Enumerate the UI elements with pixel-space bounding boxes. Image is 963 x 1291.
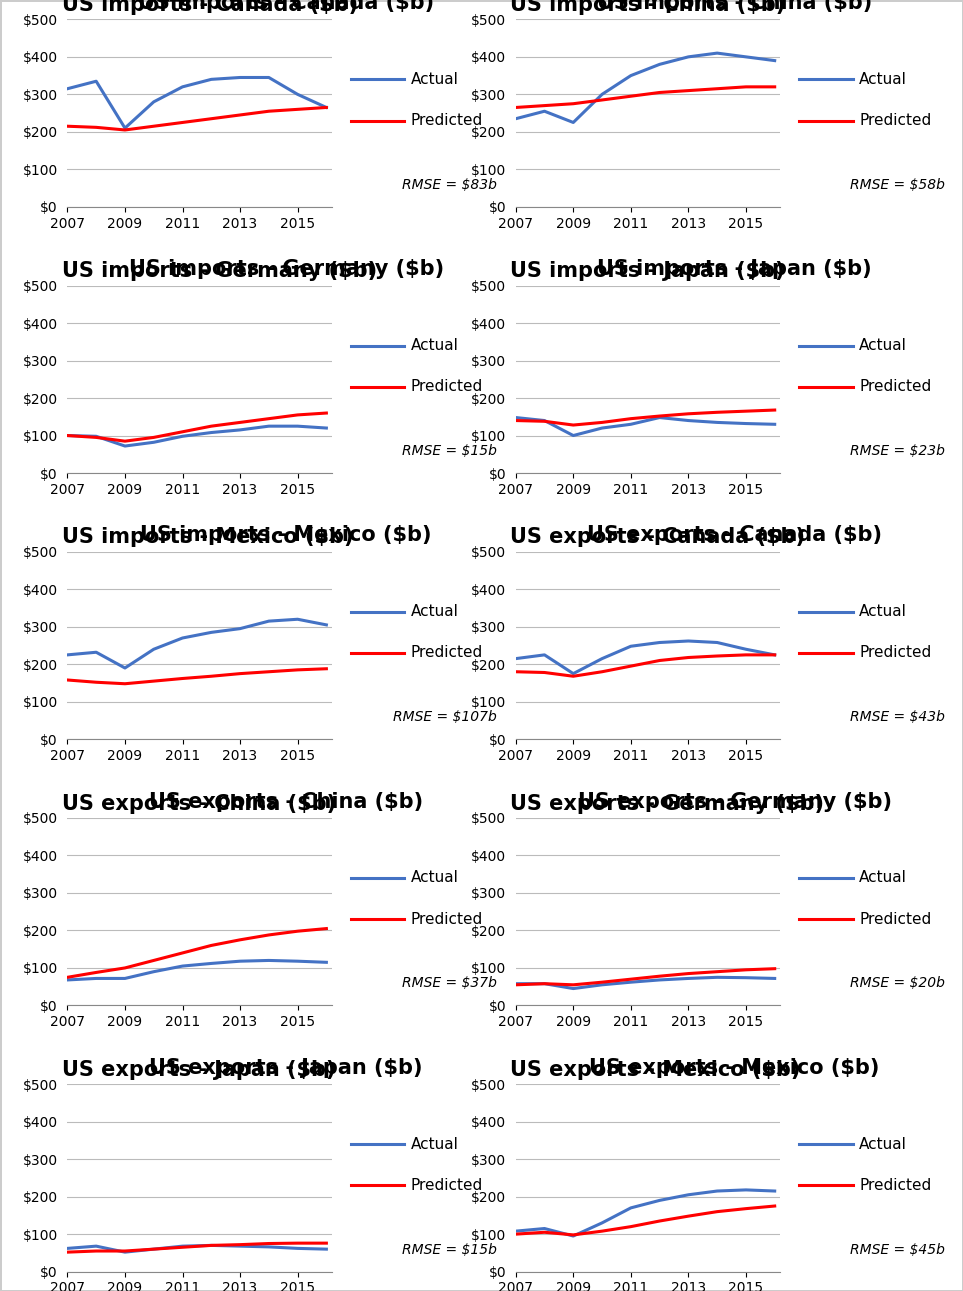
Text: Predicted: Predicted (859, 646, 931, 661)
Text: US imports - Japan ($b): US imports - Japan ($b) (510, 261, 785, 281)
Text: US imports - Canada ($b): US imports - Canada ($b) (138, 0, 434, 13)
Text: US exports - Mexico ($b): US exports - Mexico ($b) (510, 1060, 801, 1079)
Text: RMSE = $15b: RMSE = $15b (403, 444, 497, 458)
Text: Actual: Actual (411, 72, 458, 86)
Text: Actual: Actual (859, 338, 907, 352)
Text: RMSE = $37b: RMSE = $37b (403, 976, 497, 990)
Text: Actual: Actual (859, 870, 907, 886)
Text: US imports - Canada ($b): US imports - Canada ($b) (63, 0, 358, 15)
Text: RMSE = $58b: RMSE = $58b (850, 178, 946, 192)
Text: Predicted: Predicted (411, 911, 483, 927)
Text: RMSE = $20b: RMSE = $20b (850, 976, 946, 990)
Text: Actual: Actual (411, 870, 458, 886)
Text: RMSE = $43b: RMSE = $43b (850, 710, 946, 724)
Text: Predicted: Predicted (411, 1177, 483, 1193)
Text: Predicted: Predicted (859, 1177, 931, 1193)
Text: US imports - China ($b): US imports - China ($b) (510, 0, 786, 15)
Text: Actual: Actual (859, 1136, 907, 1152)
Text: RMSE = $83b: RMSE = $83b (403, 178, 497, 192)
Text: US imports - Germany ($b): US imports - Germany ($b) (129, 259, 444, 279)
Text: Predicted: Predicted (411, 380, 483, 394)
Text: US exports - Mexico ($b): US exports - Mexico ($b) (589, 1057, 880, 1078)
Text: Actual: Actual (411, 604, 458, 620)
Text: US exports - Germany ($b): US exports - Germany ($b) (510, 794, 824, 813)
Text: Predicted: Predicted (411, 114, 483, 128)
Text: US exports - China ($b): US exports - China ($b) (63, 794, 336, 813)
Text: RMSE = $23b: RMSE = $23b (850, 444, 946, 458)
Text: RMSE = $107b: RMSE = $107b (393, 710, 497, 724)
Text: US imports - Mexico ($b): US imports - Mexico ($b) (141, 525, 432, 545)
Text: US exports - Japan ($b): US exports - Japan ($b) (63, 1060, 336, 1079)
Text: US imports - Mexico ($b): US imports - Mexico ($b) (63, 528, 353, 547)
Text: US imports - China ($b): US imports - China ($b) (597, 0, 872, 13)
Text: US exports - Canada ($b): US exports - Canada ($b) (587, 525, 882, 545)
Text: Actual: Actual (859, 604, 907, 620)
Text: Predicted: Predicted (859, 911, 931, 927)
Text: RMSE = $45b: RMSE = $45b (850, 1243, 946, 1256)
Text: Predicted: Predicted (859, 380, 931, 394)
Text: US exports - Japan ($b): US exports - Japan ($b) (149, 1057, 423, 1078)
Text: Predicted: Predicted (859, 114, 931, 128)
Text: Predicted: Predicted (411, 646, 483, 661)
Text: Actual: Actual (859, 72, 907, 86)
Text: US exports - Canada ($b): US exports - Canada ($b) (510, 528, 805, 547)
Text: Actual: Actual (411, 338, 458, 352)
Text: Actual: Actual (411, 1136, 458, 1152)
Text: RMSE = $15b: RMSE = $15b (403, 1243, 497, 1256)
Text: US imports - Germany ($b): US imports - Germany ($b) (63, 261, 377, 281)
Text: US exports - China ($b): US exports - China ($b) (149, 791, 424, 812)
Text: US imports - Japan ($b): US imports - Japan ($b) (597, 259, 872, 279)
Text: US exports - Germany ($b): US exports - Germany ($b) (578, 791, 892, 812)
